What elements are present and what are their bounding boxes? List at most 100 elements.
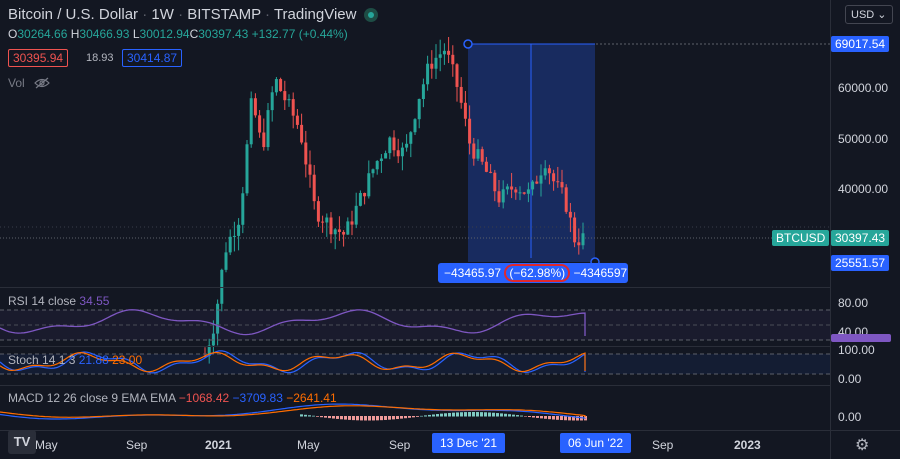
- settings-gear-icon[interactable]: ⚙: [855, 437, 870, 454]
- sell-button[interactable]: 30395.94: [8, 49, 69, 67]
- rsi-tick: 80.00: [838, 296, 869, 310]
- candle-body: [249, 98, 253, 145]
- macd-hist-bar: [424, 415, 427, 417]
- rsi-line: [0, 309, 586, 336]
- rsi-title: RSI: [8, 294, 29, 308]
- candle-body: [220, 269, 224, 304]
- macd-hist-bar: [396, 416, 399, 420]
- pane-separator[interactable]: [0, 287, 830, 288]
- macd-hist-bar: [520, 415, 523, 417]
- currency-label: USD: [851, 9, 875, 21]
- candle-body: [489, 171, 493, 173]
- macd-hist-bar: [476, 412, 479, 417]
- candle-body: [568, 211, 572, 218]
- range-end-tag: 06 Jun '22: [560, 433, 632, 453]
- macd-hist-bar: [324, 416, 327, 418]
- symbol-title[interactable]: Bitcoin / U.S. Dollar: [8, 6, 139, 23]
- macd-legend[interactable]: MACD 12 26 close 9 EMA EMA −1068.42 −370…: [8, 391, 337, 405]
- candle-body: [321, 221, 325, 223]
- candle-body: [531, 181, 535, 190]
- macd-hist-bar: [548, 416, 551, 420]
- candle-body: [300, 124, 304, 143]
- macd-hist-bar: [500, 413, 503, 417]
- macd-hist-bar: [320, 416, 323, 418]
- currency-dropdown[interactable]: USD ⌄: [845, 5, 893, 24]
- candle-body: [232, 235, 236, 237]
- pane-separator[interactable]: [0, 346, 830, 347]
- chevron-down-icon: ⌄: [877, 9, 887, 21]
- price-tick: 50000.00: [838, 132, 889, 146]
- buy-button[interactable]: 30414.87: [122, 49, 183, 67]
- candle-body: [358, 192, 362, 206]
- macd-hist-bar: [468, 412, 471, 417]
- candle-body: [371, 169, 375, 174]
- macd-hist-bar: [336, 416, 339, 419]
- measure-info-box[interactable]: −43465.97 (−62.98%) −4346597: [438, 263, 628, 283]
- candle-body: [573, 217, 577, 243]
- stoch-d-line: [0, 351, 586, 373]
- candle-body: [388, 137, 392, 154]
- macd-hist-bar: [340, 416, 343, 420]
- candle-body: [581, 233, 585, 246]
- macd-hist-bar: [368, 416, 371, 421]
- candle-body: [413, 119, 417, 133]
- chart-canvas[interactable]: [0, 0, 830, 430]
- chart-header: Bitcoin / U.S. Dollar · 1W · BITSTAMP · …: [8, 6, 378, 23]
- stoch-tick: 0.00: [838, 372, 862, 386]
- candle-body: [535, 181, 539, 184]
- candle-body: [396, 150, 400, 157]
- macd-hist-bar: [460, 412, 463, 417]
- macd-histogram: [300, 412, 587, 421]
- macd-hist-bar: [488, 412, 491, 417]
- high-value: 30466.93: [79, 27, 130, 41]
- macd-hist-bar: [540, 416, 543, 419]
- candle-body: [325, 217, 329, 223]
- stoch-legend[interactable]: Stoch 14 1 3 21.88 23.00: [8, 353, 142, 367]
- candle-body: [379, 158, 383, 162]
- measure-change-abs: −43465.97: [444, 266, 502, 280]
- stoch-tick: 100.00: [838, 343, 875, 357]
- candle-body: [392, 137, 396, 151]
- time-axis-border: [0, 430, 900, 431]
- macd-hist-bar: [352, 416, 355, 421]
- candle-body: [459, 86, 463, 103]
- macd-hist-bar: [404, 416, 407, 419]
- pane-separator[interactable]: [0, 385, 830, 386]
- macd-hist-bar: [544, 416, 547, 419]
- candle-body: [342, 231, 346, 235]
- macd-value: −3709.83: [232, 391, 283, 405]
- macd-hist-bar: [384, 416, 387, 420]
- macd-hist-bar: [400, 416, 403, 419]
- rsi-legend[interactable]: RSI 14 close 34.55: [8, 294, 109, 308]
- candle-body: [451, 54, 455, 65]
- candle-body: [400, 147, 404, 157]
- time-tick: 2023: [734, 438, 761, 452]
- macd-hist-bar: [448, 412, 451, 417]
- tradingview-logo-icon[interactable]: TV: [8, 430, 36, 454]
- market-status-icon[interactable]: [364, 8, 378, 22]
- candle-body: [463, 102, 467, 119]
- candle-body: [442, 50, 446, 55]
- candle-body: [505, 186, 509, 190]
- measure-low-tag: 25551.57: [831, 255, 890, 271]
- measure-start-handle[interactable]: [463, 39, 473, 49]
- macd-hist-bar: [456, 412, 459, 417]
- macd-hist-bar: [504, 413, 507, 417]
- candle-body: [577, 242, 581, 246]
- candle-body: [224, 252, 228, 270]
- volume-label[interactable]: Vol: [8, 76, 25, 90]
- candle-body: [426, 63, 430, 85]
- candle-body: [522, 192, 526, 194]
- candle-body: [337, 229, 341, 232]
- eye-hidden-icon[interactable]: [33, 76, 51, 90]
- candle-body: [279, 79, 283, 92]
- current-price-tag: 30397.43: [831, 230, 890, 246]
- candle-body: [270, 92, 274, 111]
- candle-body: [468, 118, 472, 144]
- candle-body: [228, 236, 232, 253]
- candle-body: [438, 54, 442, 58]
- interval[interactable]: 1W: [151, 6, 174, 23]
- candle-body: [216, 303, 220, 334]
- time-tick: Sep: [389, 438, 411, 452]
- macd-hist-bar: [412, 416, 415, 418]
